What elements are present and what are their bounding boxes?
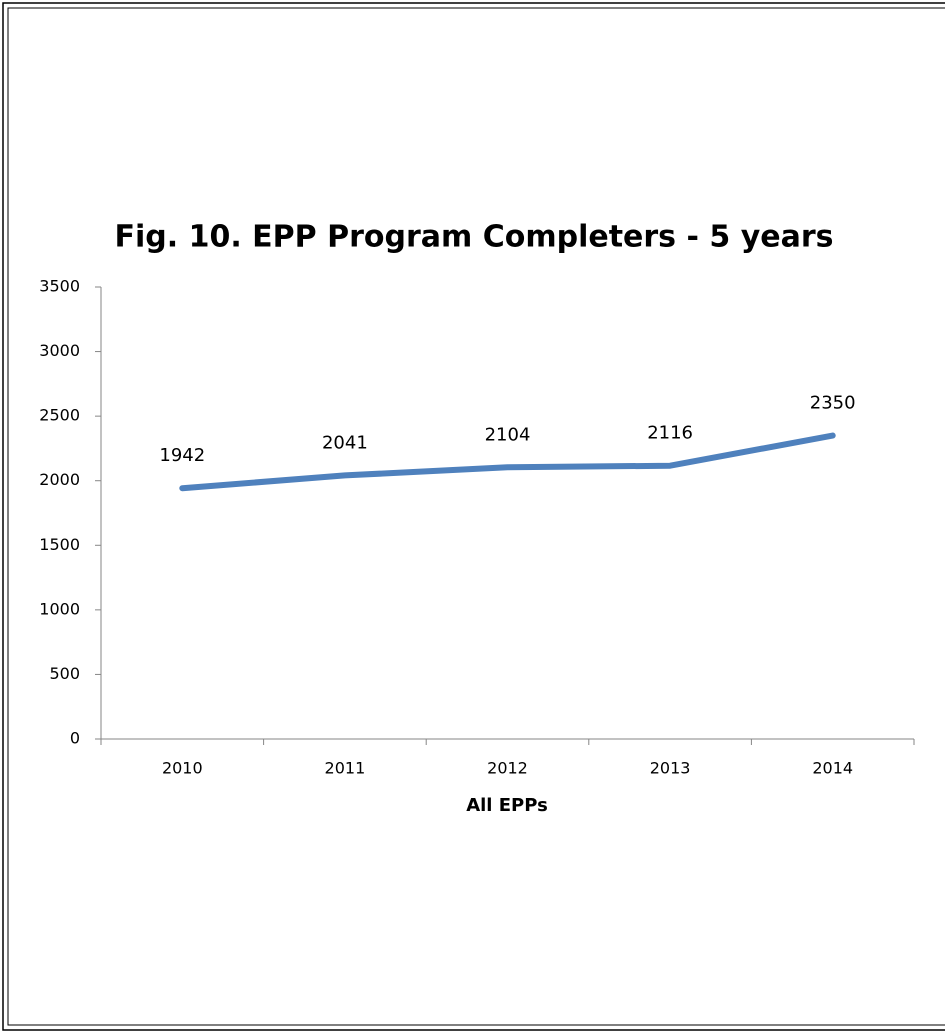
y-tick-label: 0 <box>70 729 80 748</box>
y-tick-label: 2500 <box>39 406 80 425</box>
data-label: 2116 <box>647 423 693 444</box>
y-tick-label: 1500 <box>39 535 80 554</box>
chart-title: Fig. 10. EPP Program Completers - 5 year… <box>115 220 834 255</box>
y-tick-label: 3500 <box>39 277 80 296</box>
y-tick-label: 2000 <box>39 470 80 489</box>
x-tick-label: 2013 <box>650 759 691 778</box>
series-line <box>179 432 836 492</box>
x-axis-label: All EPPs <box>466 795 548 816</box>
x-tick-label: 2010 <box>162 759 203 778</box>
x-tick-label: 2012 <box>487 759 528 778</box>
y-tick-label: 500 <box>49 664 80 683</box>
y-tick-label: 1000 <box>39 599 80 618</box>
data-label: 1942 <box>159 445 205 466</box>
x-tick-label: 2011 <box>325 759 366 778</box>
data-label: 2350 <box>810 393 856 414</box>
data-label: 2041 <box>322 432 368 453</box>
data-label: 2104 <box>485 424 531 445</box>
y-tick-label: 3000 <box>39 341 80 360</box>
x-tick-label: 2014 <box>812 759 853 778</box>
